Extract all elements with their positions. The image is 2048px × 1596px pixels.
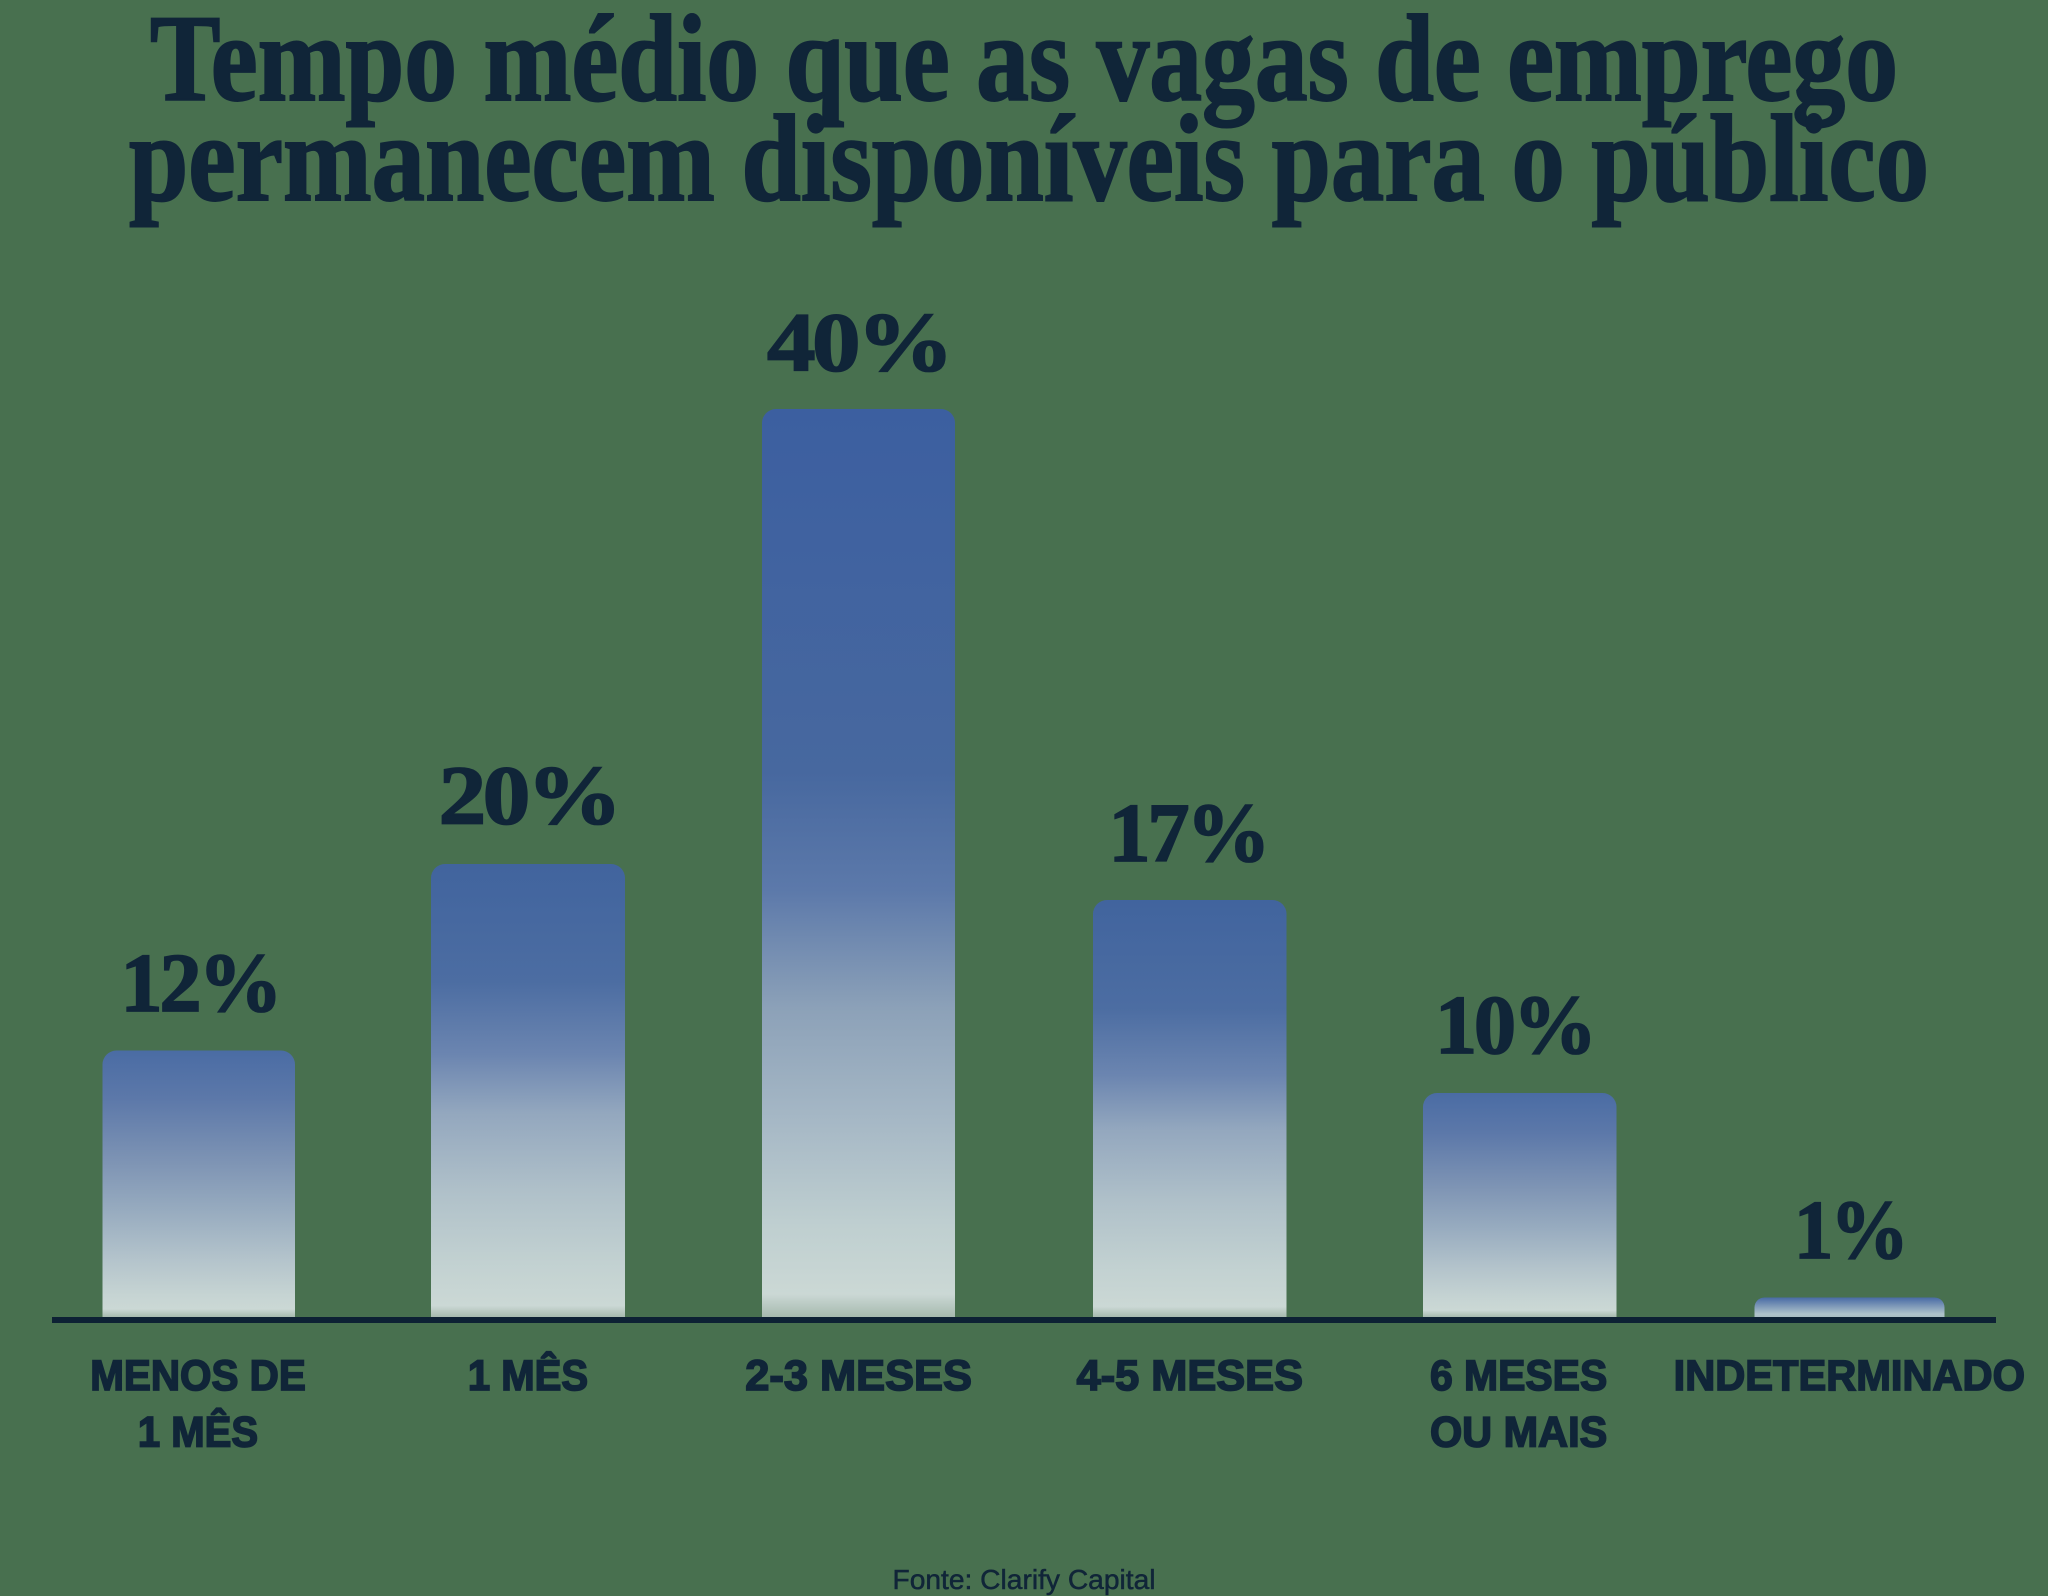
svg-text:12%: 12% [121,937,280,1030]
svg-text:1 MÊS: 1 MÊS [468,1351,588,1400]
svg-text:4-5 MESES: 4-5 MESES [1077,1352,1303,1400]
svg-text:1%: 1% [1794,1184,1906,1277]
svg-text:10%: 10% [1435,979,1594,1072]
svg-text:1 MÊS: 1 MÊS [138,1408,258,1457]
svg-text:OU MAIS: OU MAIS [1430,1409,1607,1457]
svg-text:2-3 MESES: 2-3 MESES [745,1352,972,1400]
svg-text:MENOS DE: MENOS DE [90,1352,306,1400]
svg-text:INDETERMINADO: INDETERMINADO [1674,1352,2025,1400]
svg-text:20%: 20% [439,750,619,843]
svg-text:17%: 17% [1109,787,1268,880]
svg-text:Tempo médio que as vagas de em: Tempo médio que as vagas de emprego [150,0,1898,128]
svg-text:40%: 40% [767,297,950,390]
svg-text:Fonte: Clarify Capital: Fonte: Clarify Capital [893,1564,1156,1595]
svg-text:6 MESES: 6 MESES [1430,1352,1607,1400]
svg-text:permanecem disponíveis para o: permanecem disponíveis para o público [129,90,1929,227]
